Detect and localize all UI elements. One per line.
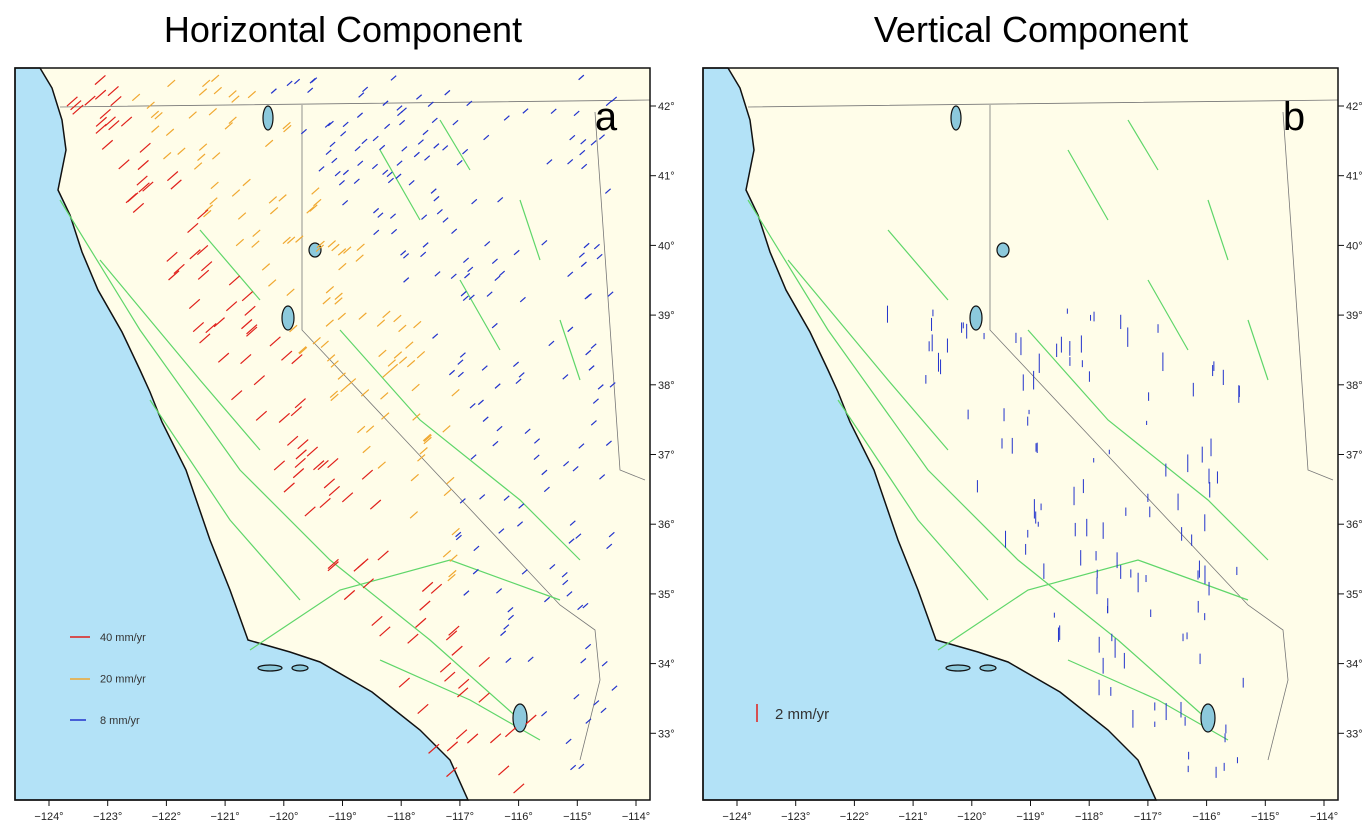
x-tick-label: −122° <box>152 811 181 823</box>
legend-label: 20 mm/yr <box>100 674 146 686</box>
x-tick-label: −119° <box>1016 811 1044 823</box>
x-tick-label: −124° <box>34 811 63 823</box>
y-tick-label: 34° <box>658 659 675 671</box>
y-tick-label: 37° <box>658 450 675 462</box>
y-tick-label: 37° <box>1346 450 1363 462</box>
panel-label: b <box>1283 95 1305 139</box>
y-tick-label: 40° <box>658 240 675 252</box>
legend-label: 8 mm/yr <box>100 715 140 727</box>
y-tick-label: 35° <box>658 589 675 601</box>
x-tick-label: −115° <box>1251 811 1279 823</box>
map-b <box>703 68 1338 800</box>
y-tick-label: 39° <box>658 310 675 322</box>
x-tick-label: −121° <box>211 811 240 823</box>
x-tick-label: −124° <box>722 811 751 823</box>
x-tick-label: −116° <box>1192 811 1220 823</box>
x-tick-label: −118° <box>387 811 415 823</box>
x-tick-label: −120° <box>269 811 298 823</box>
panel-title: Vertical Component <box>874 9 1188 50</box>
y-tick-label: 42° <box>1346 101 1363 113</box>
panel-label: a <box>595 95 618 139</box>
x-tick-label: −118° <box>1075 811 1103 823</box>
x-tick-label: −117° <box>446 811 474 823</box>
y-tick-label: 41° <box>658 171 675 183</box>
x-tick-label: −117° <box>1134 811 1162 823</box>
map-a <box>15 68 650 800</box>
figure: Horizontal Component a −124° −123° −122° −121… <box>0 0 1370 831</box>
legend-label: 2 mm/yr <box>775 706 829 723</box>
panel-title: Horizontal Component <box>164 9 522 50</box>
y-tick-label: 34° <box>1346 659 1363 671</box>
x-tick-label: −121° <box>899 811 928 823</box>
x-tick-label: −115° <box>563 811 591 823</box>
y-tick-label: 39° <box>1346 310 1363 322</box>
x-tick-label: −123° <box>93 811 122 823</box>
x-tick-label: −114° <box>622 811 650 823</box>
x-tick-label: −114° <box>1310 811 1338 823</box>
y-tick-label: 38° <box>1346 380 1363 392</box>
y-tick-label: 42° <box>658 101 675 113</box>
legend-label: 40 mm/yr <box>100 632 146 644</box>
x-tick-label: −122° <box>840 811 869 823</box>
y-tick-label: 41° <box>1346 171 1363 183</box>
y-tick-label: 33° <box>658 728 675 740</box>
y-tick-label: 40° <box>1346 240 1363 252</box>
y-tick-label: 36° <box>658 519 675 531</box>
x-tick-label: −116° <box>504 811 532 823</box>
x-tick-label: −120° <box>957 811 986 823</box>
y-tick-label: 35° <box>1346 589 1363 601</box>
y-tick-label: 36° <box>1346 519 1363 531</box>
y-tick-label: 38° <box>658 380 675 392</box>
x-tick-label: −123° <box>781 811 810 823</box>
y-tick-label: 33° <box>1346 728 1363 740</box>
x-tick-label: −119° <box>328 811 356 823</box>
